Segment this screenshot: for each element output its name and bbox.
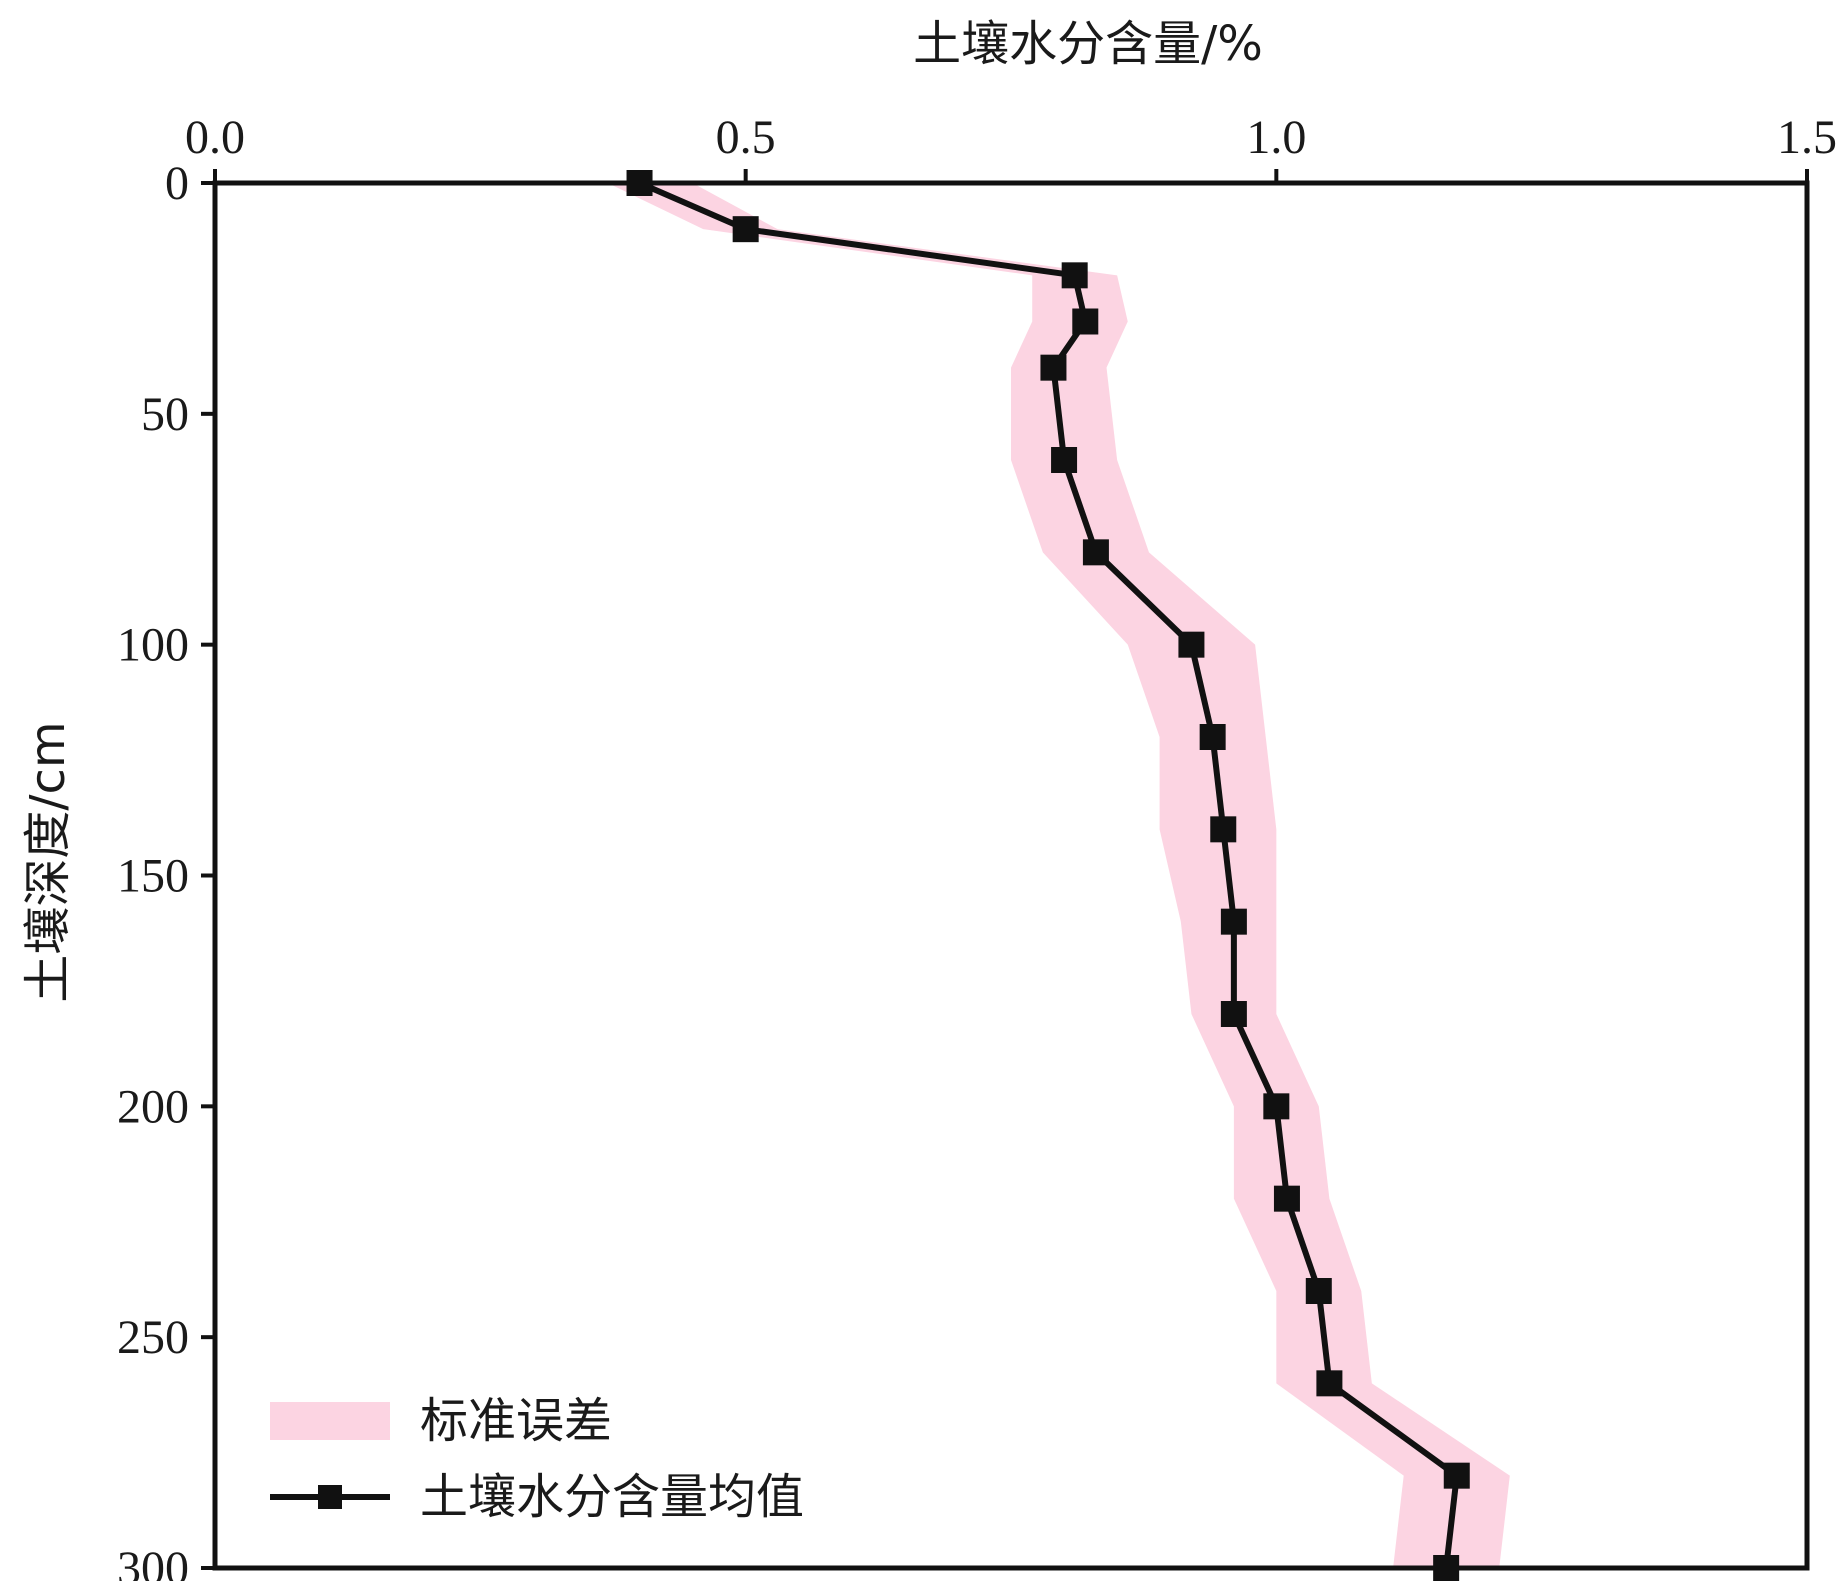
data-point-marker <box>1220 908 1247 935</box>
data-point-marker <box>1051 447 1078 473</box>
data-point-marker <box>1082 539 1109 566</box>
x-tick-label: 1.0 <box>1246 111 1306 164</box>
y-tick-label: 300 <box>117 1542 189 1581</box>
x-tick-label: 0.5 <box>716 111 776 164</box>
y-tick-label: 100 <box>117 619 189 672</box>
data-point-marker <box>1443 1462 1470 1489</box>
data-point-marker <box>1316 1370 1343 1397</box>
standard-error-band-layer <box>607 183 1510 1568</box>
x-axis-ticks: 0.0 0.5 1.0 1.5 <box>185 111 1837 183</box>
mean-series-layer <box>626 170 1470 1581</box>
legend-series-label: 土壤水分含量均值 <box>420 1469 804 1525</box>
legend-band-swatch <box>270 1402 390 1440</box>
data-point-marker <box>1040 354 1067 381</box>
data-point-marker <box>1199 724 1226 750</box>
y-tick-label: 200 <box>117 1080 189 1133</box>
data-point-marker <box>1305 1278 1332 1304</box>
y-tick-label: 150 <box>117 850 189 903</box>
y-tick-label: 250 <box>117 1311 189 1364</box>
data-point-marker <box>732 216 759 243</box>
data-point-marker <box>1178 631 1205 658</box>
legend-line-marker <box>318 1485 342 1509</box>
standard-error-band <box>607 183 1510 1568</box>
legend-band-label: 标准误差 <box>420 1393 612 1449</box>
x-axis-title: 土壤水分含量/% <box>913 16 1263 72</box>
y-axis-title: 土壤深度/cm <box>20 721 76 1002</box>
x-tick-label: 1.5 <box>1777 111 1837 164</box>
y-tick-label: 0 <box>165 157 189 210</box>
data-point-marker <box>1072 308 1099 335</box>
data-point-marker <box>1220 1001 1247 1027</box>
y-axis-ticks: 0 50 100 150 200 250 300 <box>117 157 215 1581</box>
x-tick-label: 0.0 <box>185 111 245 164</box>
data-point-marker <box>1061 262 1088 289</box>
legend: 标准误差 土壤水分含量均值 <box>270 1393 804 1525</box>
y-tick-label: 50 <box>141 388 189 441</box>
data-point-marker <box>1210 816 1237 843</box>
data-point-marker <box>1263 1093 1290 1120</box>
data-point-marker <box>1273 1185 1300 1212</box>
